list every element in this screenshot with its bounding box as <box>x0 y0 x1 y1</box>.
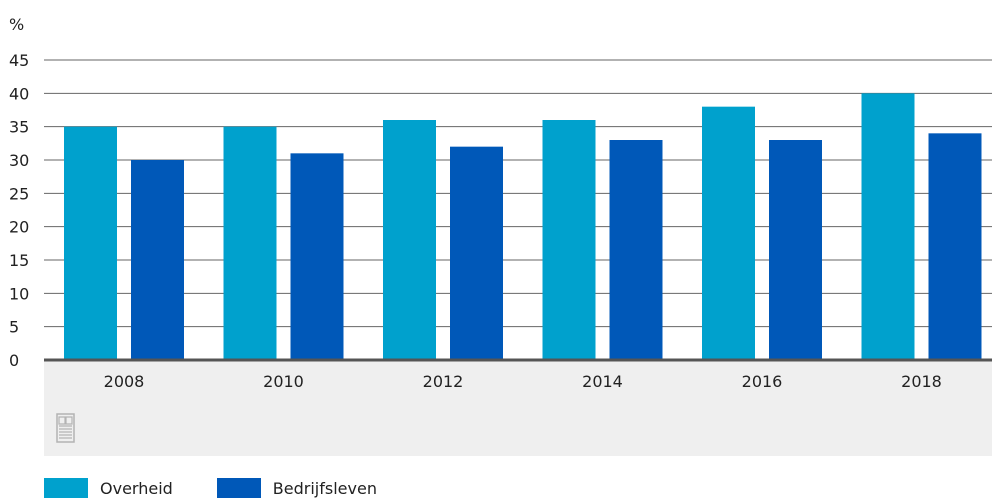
bar-overheid-2008 <box>64 126 117 361</box>
legend-label: Overheid <box>100 478 173 498</box>
x-tick-label: 2016 <box>742 372 783 391</box>
bar-bedrijfsleven-2012 <box>450 146 503 360</box>
y-tick-label: 5 <box>9 318 19 337</box>
legend: Overheid Bedrijfsleven <box>44 478 421 498</box>
bar-overheid-2018 <box>861 93 915 360</box>
y-tick-label: 15 <box>9 251 29 270</box>
bar-bedrijfsleven-2016 <box>769 140 822 360</box>
y-tick-label: 30 <box>9 151 29 170</box>
bar-overheid-2014 <box>542 120 596 360</box>
bar-overheid-2010 <box>223 126 277 361</box>
bar-overheid-2012 <box>383 120 436 360</box>
y-tick-label: 45 <box>9 51 29 70</box>
y-tick-label: 10 <box>9 284 29 303</box>
category-band <box>44 360 992 456</box>
legend-label: Bedrijfsleven <box>272 478 377 498</box>
bar-bedrijfsleven-2010 <box>290 153 344 360</box>
cbs-logo-icon: cbs <box>56 413 75 443</box>
bar-bedrijfsleven-2014 <box>609 140 663 360</box>
y-tick-label: 35 <box>9 118 29 137</box>
y-tick-label: 20 <box>9 218 29 237</box>
x-axis-ticks: 2008 2010 2012 2014 2016 2018 <box>104 372 942 391</box>
x-tick-label: 2012 <box>423 372 464 391</box>
x-tick-label: 2018 <box>901 372 942 391</box>
y-tick-label: 40 <box>9 84 29 103</box>
y-tick-label: 0 <box>9 351 19 370</box>
gridlines <box>44 59 992 328</box>
y-axis-ticks: 0 5 10 15 20 25 30 35 40 45 <box>9 51 29 370</box>
y-tick-label: 25 <box>9 184 29 203</box>
bar-bedrijfsleven-2008 <box>131 160 184 360</box>
legend-item: Bedrijfsleven <box>216 478 377 498</box>
legend-item: Overheid <box>44 478 173 498</box>
bar-overheid-2016 <box>702 106 755 361</box>
bar-bedrijfsleven-2018 <box>928 133 982 360</box>
y-axis-label: % <box>9 15 24 34</box>
x-tick-label: 2010 <box>263 372 304 391</box>
x-tick-label: 2014 <box>582 372 623 391</box>
x-tick-label: 2008 <box>104 372 145 391</box>
bars <box>64 93 982 361</box>
legend-swatch <box>216 478 261 498</box>
legend-swatch <box>44 478 88 498</box>
